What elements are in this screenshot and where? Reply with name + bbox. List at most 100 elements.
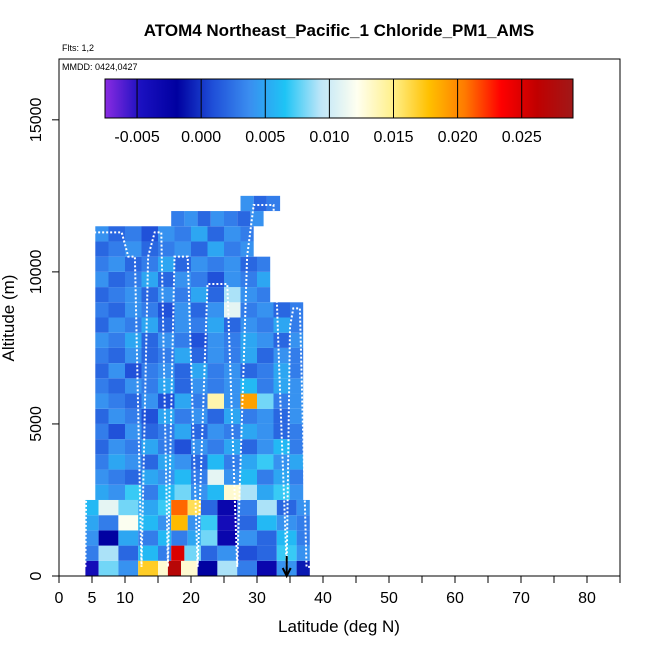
- heatmap-cell: [138, 545, 158, 561]
- heatmap-cell: [141, 439, 158, 455]
- heatmap-cell: [158, 347, 175, 364]
- heatmap-cell: [224, 287, 241, 303]
- y-axis: 0 5000 10000 15000: [28, 97, 59, 580]
- heatmap-cell: [207, 484, 224, 500]
- heatmap-cell: [141, 271, 158, 288]
- altitude-arrow: [281, 556, 292, 579]
- heatmap-cell: [85, 560, 99, 576]
- heatmap-cell: [174, 484, 191, 500]
- heatmap-cell: [125, 363, 142, 379]
- heatmap-cell: [240, 393, 257, 409]
- heatmap-cell: [174, 454, 191, 470]
- heatmap-cell: [257, 469, 274, 485]
- heatmap-cell: [257, 317, 274, 333]
- heatmap-cell: [108, 287, 125, 303]
- heatmap-cell: [237, 560, 257, 576]
- x-tick-label: 40: [314, 590, 332, 607]
- heatmap-cell: [108, 241, 125, 257]
- heatmap-cell: [273, 393, 290, 409]
- heatmap-cell: [108, 271, 125, 288]
- heatmap-cell: [108, 454, 125, 470]
- colorbar-gradient: [104, 78, 574, 119]
- heatmap-cell: [158, 560, 168, 576]
- heatmap-cell: [191, 393, 208, 409]
- heatmap-cell: [174, 363, 191, 379]
- heatmap-cell: [240, 287, 257, 303]
- heatmap-cell: [224, 484, 241, 500]
- heatmap-cell: [98, 515, 119, 531]
- heatmap-cell: [253, 195, 267, 212]
- heatmap-cell: [108, 302, 125, 318]
- heatmap-cell: [257, 499, 277, 516]
- heatmap-cell: [207, 226, 224, 242]
- heatmap-cell: [108, 317, 125, 333]
- heatmap-cell: [257, 393, 274, 409]
- heatmap-cell: [224, 363, 241, 379]
- heatmap-cell: [171, 515, 188, 531]
- heatmap-cell: [187, 499, 201, 516]
- heatmap-cell: [125, 454, 142, 470]
- heatmap-cell: [240, 195, 254, 212]
- heatmap-cell: [240, 271, 257, 288]
- heatmap-cell: [85, 499, 99, 516]
- heatmap-cell: [95, 469, 109, 485]
- heatmap-cell: [191, 317, 208, 333]
- heatmap-cell: [174, 271, 191, 288]
- heatmap-cell: [257, 560, 277, 576]
- x-tick-label: 80: [578, 590, 596, 607]
- heatmap-cell: [98, 530, 119, 546]
- heatmap-cell: [125, 439, 142, 455]
- heatmap-cell: [266, 195, 281, 212]
- heatmap-cell: [290, 302, 304, 318]
- heatmap-cell: [95, 347, 109, 364]
- heatmap-cell: [191, 302, 208, 318]
- heatmap-cell: [257, 423, 274, 440]
- heatmap-cell: [257, 287, 271, 303]
- heatmap-cell: [197, 560, 218, 576]
- heatmap-cell: [174, 302, 191, 318]
- heatmap-cell: [210, 211, 224, 227]
- heatmap-cell: [158, 317, 175, 333]
- x-tick-label: 70: [512, 590, 530, 607]
- heatmap-cell: [224, 469, 241, 485]
- x-axis-label: Latitude (deg N): [278, 617, 400, 636]
- heatmap-cell: [257, 271, 271, 288]
- heatmap-cell: [257, 347, 274, 364]
- heatmap-cell: [250, 211, 264, 227]
- heatmap-cell: [118, 545, 139, 561]
- heatmap-cell: [207, 332, 224, 348]
- heatmap-cell: [224, 241, 241, 257]
- heatmap-cell: [141, 302, 158, 318]
- heatmap-cell: [224, 317, 241, 333]
- heatmap-cell: [290, 423, 304, 440]
- heatmap-cell: [296, 515, 310, 531]
- heatmap-cell: [273, 423, 290, 440]
- heatmap-cell: [141, 241, 158, 257]
- y-tick-label: 5000: [28, 406, 45, 442]
- colorbar-tick-label: 0.015: [373, 129, 413, 146]
- heatmap-cell: [224, 271, 241, 288]
- heatmap-cell: [95, 287, 109, 303]
- heatmap-cell: [174, 287, 191, 303]
- heatmap-cell: [191, 469, 208, 485]
- heatmap-cell: [207, 347, 224, 364]
- heatmap-cell: [85, 530, 99, 546]
- heatmap-cell: [290, 347, 304, 364]
- heatmap-cell: [141, 423, 158, 440]
- heatmap-cell: [158, 332, 175, 348]
- heatmap-cell: [296, 499, 310, 516]
- heatmap-cell: [237, 545, 257, 561]
- heatmap-cell: [191, 256, 208, 272]
- heatmap-cell: [257, 515, 277, 531]
- heatmap-cell: [95, 408, 109, 424]
- heatmap-cell: [174, 241, 191, 257]
- heatmap-cell: [207, 271, 224, 288]
- colorbar: -0.005 0.000 0.005 0.010 0.015 0.020 0.025: [104, 78, 574, 146]
- heatmap-cell: [125, 347, 142, 364]
- heatmap-cell: [125, 423, 142, 440]
- heatmap-cell: [224, 454, 241, 470]
- colorbar-ticks: -0.005 0.000 0.005 0.010 0.015 0.020 0.025: [114, 79, 542, 146]
- heatmap-cell: [217, 515, 238, 531]
- heatmap-cell: [273, 332, 290, 348]
- heatmap-cell: [273, 484, 290, 500]
